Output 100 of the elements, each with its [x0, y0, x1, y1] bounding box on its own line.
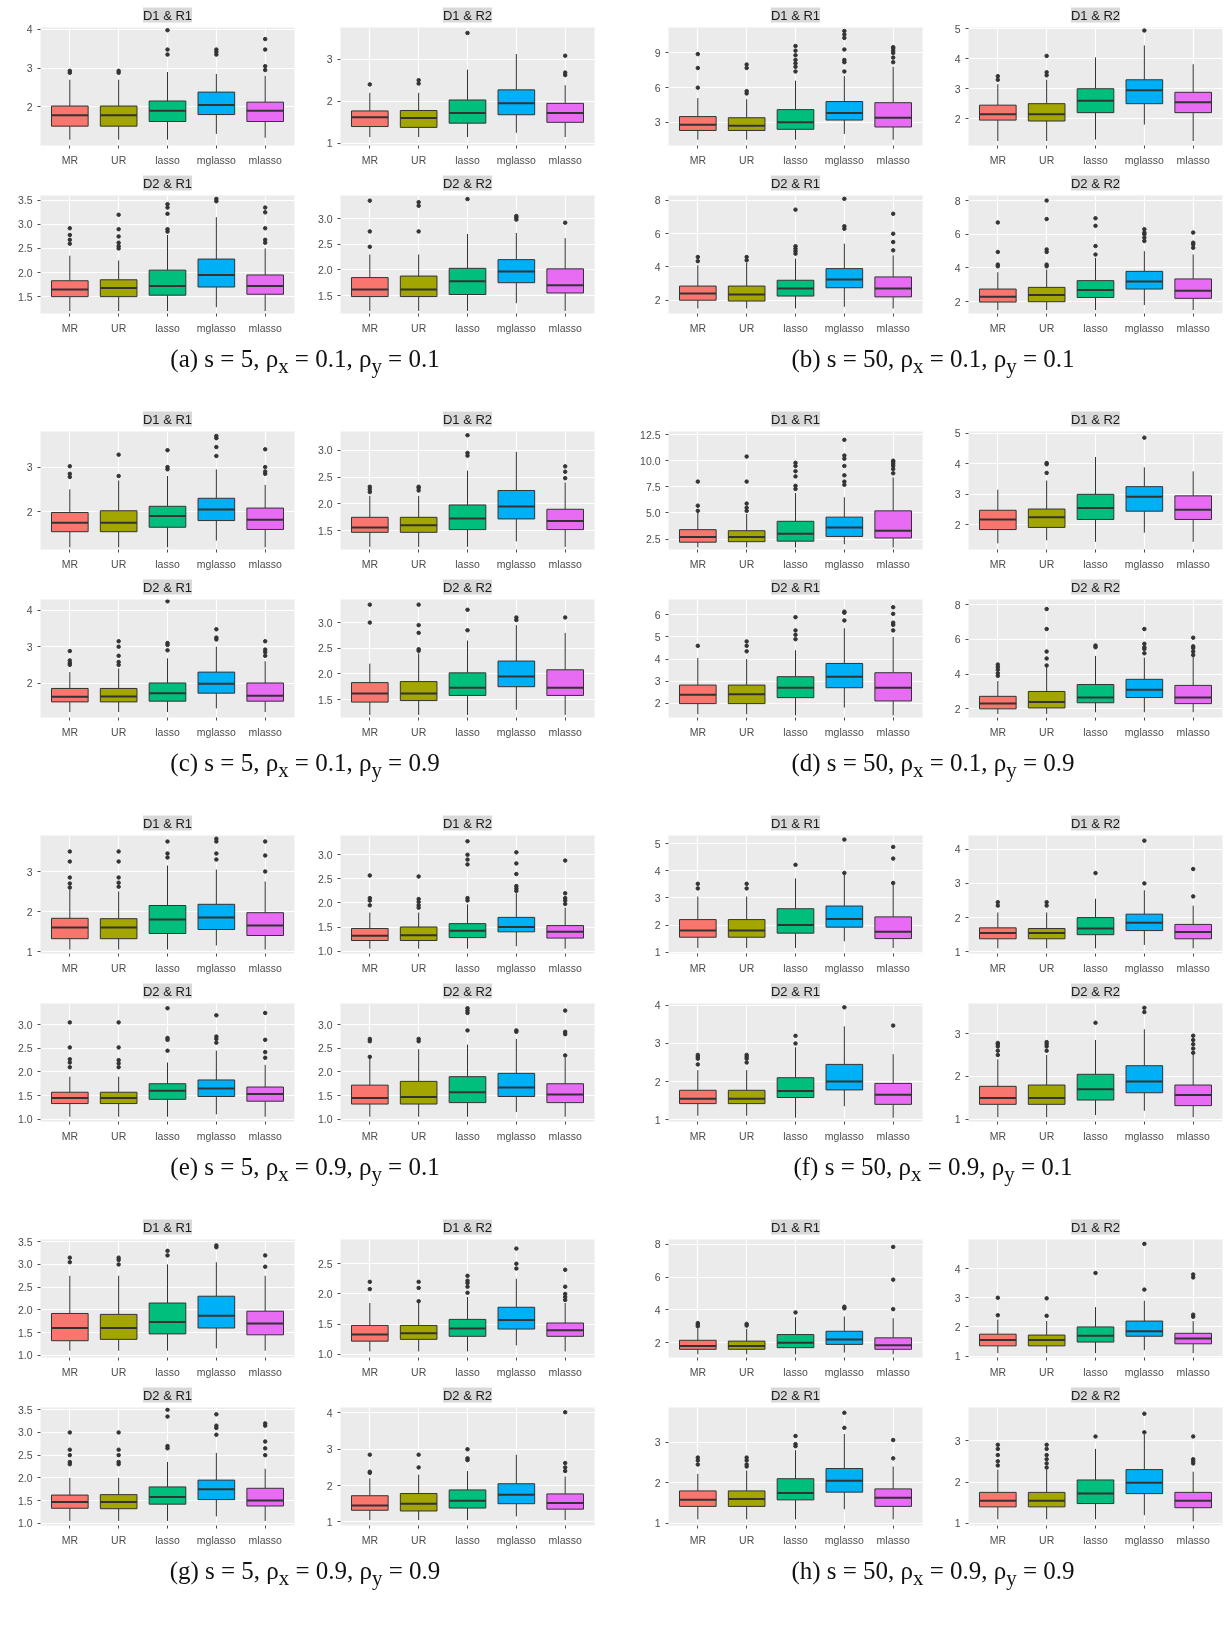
- y-tick-label: 5.0: [645, 506, 661, 519]
- y-tick-label: 2.0: [17, 1065, 33, 1078]
- x-tick-label: MR: [989, 321, 1007, 334]
- x-tick-label: lasso: [783, 153, 808, 166]
- chart-title: D2 & R2: [442, 983, 493, 999]
- x-tick-label: UR: [739, 961, 755, 974]
- x-tick-label: MR: [61, 557, 79, 570]
- y-tick-label: 2: [654, 1476, 661, 1489]
- chart-title: D1 & R2: [442, 411, 493, 427]
- x-tick-label: lasso: [455, 1365, 480, 1378]
- x-tick-label: mglasso: [1124, 557, 1165, 570]
- y-tick-label: 1: [654, 1517, 661, 1530]
- x-tick-label: mglasso: [496, 1129, 537, 1142]
- x-tick-label: UR: [111, 1129, 127, 1142]
- y-tick-label: 2.0: [317, 1065, 333, 1078]
- y-tick-label: 2: [26, 905, 33, 918]
- x-tick-label: MR: [61, 1129, 79, 1142]
- y-tick-label: 2: [954, 702, 961, 715]
- y-tick-label: 4: [954, 52, 961, 65]
- x-tick-label: mlasso: [548, 1365, 582, 1378]
- x-tick-label: MR: [361, 1533, 379, 1546]
- x-tick-label: mlasso: [548, 725, 582, 738]
- text: (g) s = 5, ρ$_{x}$ = 0.9, ρ$_{y}$ = 0.9: [169, 1556, 441, 1592]
- y-tick-label: 2: [654, 294, 661, 307]
- chart-title: D1 & R1: [770, 815, 821, 831]
- y-tick-label: 4: [654, 260, 661, 273]
- chart-title: D1 & R1: [142, 815, 193, 831]
- chart-title: D2 & R2: [1070, 1387, 1121, 1403]
- x-tick-label: lasso: [455, 725, 480, 738]
- x-tick-label: UR: [411, 1533, 427, 1546]
- y-tick-label: 1: [654, 946, 661, 959]
- x-tick-label: MR: [989, 557, 1007, 570]
- y-tick-label: 3.0: [317, 1018, 333, 1031]
- x-tick-label: UR: [1039, 321, 1055, 334]
- x-tick-label: lasso: [1083, 961, 1108, 974]
- x-tick-label: lasso: [455, 1533, 480, 1546]
- y-tick-label: 6: [654, 608, 661, 621]
- x-tick-label: mglasso: [824, 153, 865, 166]
- x-tick-label: UR: [111, 153, 127, 166]
- x-tick-label: lasso: [1083, 1129, 1108, 1142]
- y-tick-label: 2.5: [17, 1042, 33, 1055]
- x-tick-label: lasso: [783, 961, 808, 974]
- y-tick-label: 1.5: [317, 1318, 333, 1331]
- x-tick-label: MR: [61, 321, 79, 334]
- y-tick-label: 2.0: [317, 667, 333, 680]
- y-tick-label: 2: [654, 1075, 661, 1088]
- x-tick-label: mlasso: [876, 557, 910, 570]
- x-tick-label: MR: [361, 153, 379, 166]
- chart-title: D2 & R1: [770, 579, 821, 595]
- y-tick-label: 9: [654, 46, 661, 59]
- y-tick-label: 1: [326, 1515, 333, 1528]
- y-tick-label: 2: [954, 518, 961, 531]
- y-tick-label: 1.0: [17, 1517, 33, 1530]
- x-tick-label: MR: [689, 153, 707, 166]
- y-tick-label: 3: [26, 865, 33, 878]
- chart-title: D2 & R2: [1070, 579, 1121, 595]
- x-tick-label: lasso: [1083, 321, 1108, 334]
- x-tick-label: lasso: [155, 1533, 180, 1546]
- x-tick-label: mlasso: [248, 557, 282, 570]
- y-tick-label: 3: [654, 1037, 661, 1050]
- x-tick-label: mlasso: [876, 321, 910, 334]
- x-tick-label: mglasso: [1124, 725, 1165, 738]
- y-tick-label: 4: [954, 668, 961, 681]
- x-tick-label: UR: [739, 1129, 755, 1142]
- y-tick-label: 3.0: [317, 212, 333, 225]
- x-tick-label: mlasso: [248, 1533, 282, 1546]
- y-tick-label: 2.5: [317, 1042, 333, 1055]
- x-tick-label: lasso: [1083, 153, 1108, 166]
- x-tick-label: UR: [411, 153, 427, 166]
- y-tick-label: 2.5: [317, 1257, 333, 1270]
- y-tick-label: 2.0: [17, 1303, 33, 1316]
- x-tick-label: mglasso: [824, 1533, 865, 1546]
- x-tick-label: mglasso: [824, 725, 865, 738]
- x-tick-label: mlasso: [548, 1129, 582, 1142]
- y-tick-label: 3.0: [317, 444, 333, 457]
- x-tick-label: mlasso: [876, 153, 910, 166]
- y-tick-label: 1.5: [317, 1089, 333, 1102]
- x-tick-label: UR: [1039, 557, 1055, 570]
- x-tick-label: mlasso: [876, 1533, 910, 1546]
- y-tick-label: 3.5: [17, 194, 33, 207]
- x-tick-label: mglasso: [196, 725, 237, 738]
- y-tick-label: 6: [654, 227, 661, 240]
- y-tick-label: 1: [326, 137, 333, 150]
- chart-title: D2 & R1: [142, 1387, 193, 1403]
- text: (h) s = 50, ρ$_{x}$ = 0.9, ρ$_{y}$ = 0.9: [791, 1556, 1075, 1592]
- x-tick-label: lasso: [455, 961, 480, 974]
- y-tick-label: 1.5: [17, 1089, 33, 1102]
- y-tick-label: 3: [654, 116, 661, 129]
- x-tick-label: MR: [61, 961, 79, 974]
- text: (b) s = 50, ρ$_{x}$ = 0.1, ρ$_{y}$ = 0.1: [791, 344, 1075, 380]
- y-tick-label: 4: [654, 1303, 661, 1316]
- chart-title: D1 & R1: [142, 7, 193, 23]
- text: (e) s = 5, ρ$_{x}$ = 0.9, ρ$_{y}$ = 0.1: [170, 1152, 440, 1188]
- x-tick-label: lasso: [455, 1129, 480, 1142]
- x-tick-label: MR: [989, 153, 1007, 166]
- x-tick-label: UR: [1039, 153, 1055, 166]
- x-tick-label: MR: [361, 725, 379, 738]
- x-tick-label: mlasso: [248, 1365, 282, 1378]
- x-tick-label: UR: [1039, 1129, 1055, 1142]
- x-tick-label: mlasso: [548, 153, 582, 166]
